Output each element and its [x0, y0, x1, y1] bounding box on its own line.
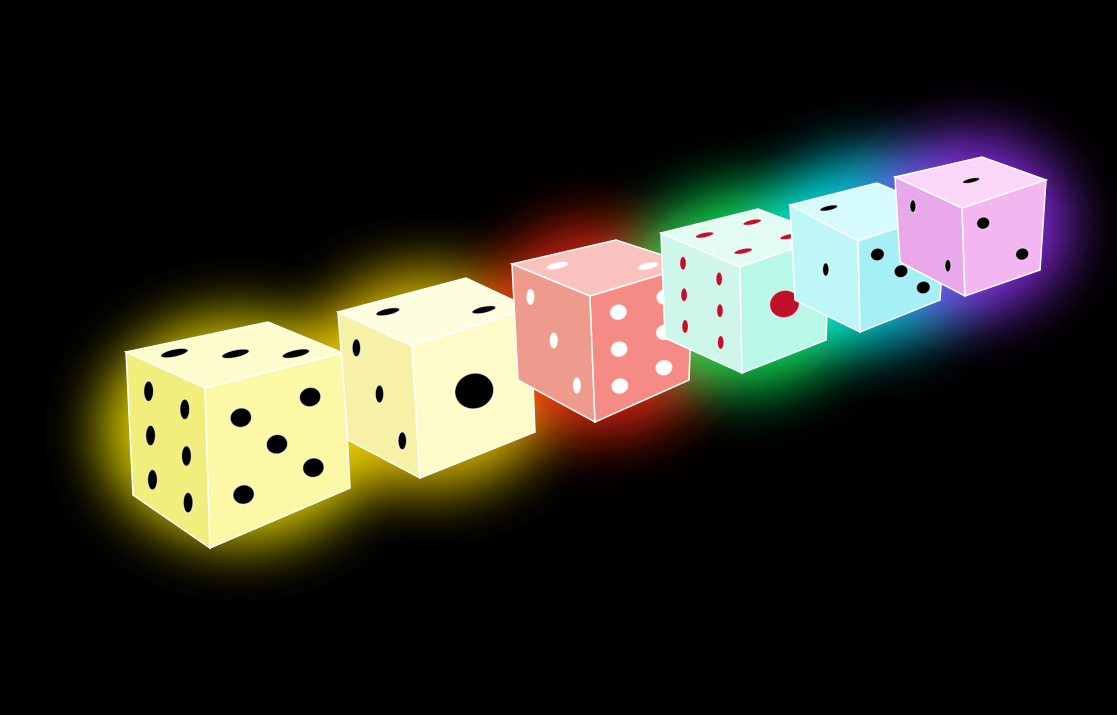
pip	[471, 305, 497, 315]
pip	[944, 258, 952, 273]
pip	[915, 280, 931, 295]
pip	[397, 431, 407, 451]
front-face-pips	[869, 247, 931, 295]
pip	[145, 424, 156, 447]
pip	[733, 247, 753, 255]
pip	[281, 348, 311, 359]
pip	[681, 319, 689, 334]
pip	[179, 398, 191, 421]
yellow-die	[123, 321, 351, 550]
left-face-pips	[351, 338, 407, 451]
pip	[637, 262, 659, 271]
pip	[869, 247, 885, 262]
pip	[572, 377, 582, 394]
pip	[182, 491, 194, 514]
left-face-pips	[679, 255, 725, 350]
pip	[611, 378, 629, 394]
front-face-pips	[976, 216, 1030, 261]
pip	[976, 216, 991, 230]
front-face-pips	[454, 372, 495, 410]
pip	[655, 359, 673, 376]
pip	[143, 380, 154, 402]
pip	[526, 288, 535, 306]
pip	[716, 335, 725, 350]
pip	[609, 304, 627, 321]
pip	[351, 338, 362, 358]
top-face-pips	[160, 347, 311, 359]
pip	[610, 341, 628, 358]
left-face-pips	[822, 262, 830, 277]
left-face-pips	[143, 380, 194, 514]
pip	[454, 372, 495, 410]
pip	[229, 407, 253, 428]
pip	[232, 484, 255, 505]
front-face-pips	[229, 386, 325, 505]
pip	[302, 457, 325, 478]
pip	[819, 204, 839, 212]
pip	[546, 261, 569, 270]
pip	[742, 218, 762, 226]
pip	[374, 384, 385, 404]
top-face-pips	[546, 261, 659, 271]
top-face-pips	[375, 305, 497, 317]
pip	[375, 307, 401, 317]
pip	[715, 271, 723, 287]
pip	[160, 347, 189, 359]
pip	[716, 303, 724, 318]
pip	[181, 445, 192, 467]
pip	[822, 262, 830, 277]
pip	[680, 287, 688, 303]
pale-yellow-die	[335, 277, 536, 480]
pip	[909, 199, 917, 213]
left-face-pips	[909, 199, 952, 273]
pip	[893, 264, 909, 279]
pip	[265, 433, 289, 455]
dice-layer	[123, 156, 1049, 550]
pip	[147, 469, 158, 491]
pip	[549, 332, 558, 349]
pip	[679, 255, 687, 271]
pip	[694, 231, 715, 239]
pip	[1015, 247, 1030, 261]
top-face-pips	[962, 177, 981, 184]
die-front-face	[961, 178, 1047, 298]
violet-die	[892, 156, 1049, 298]
pip	[221, 348, 250, 359]
pip	[962, 177, 981, 184]
pip	[298, 386, 322, 408]
left-face-pips	[526, 288, 582, 394]
